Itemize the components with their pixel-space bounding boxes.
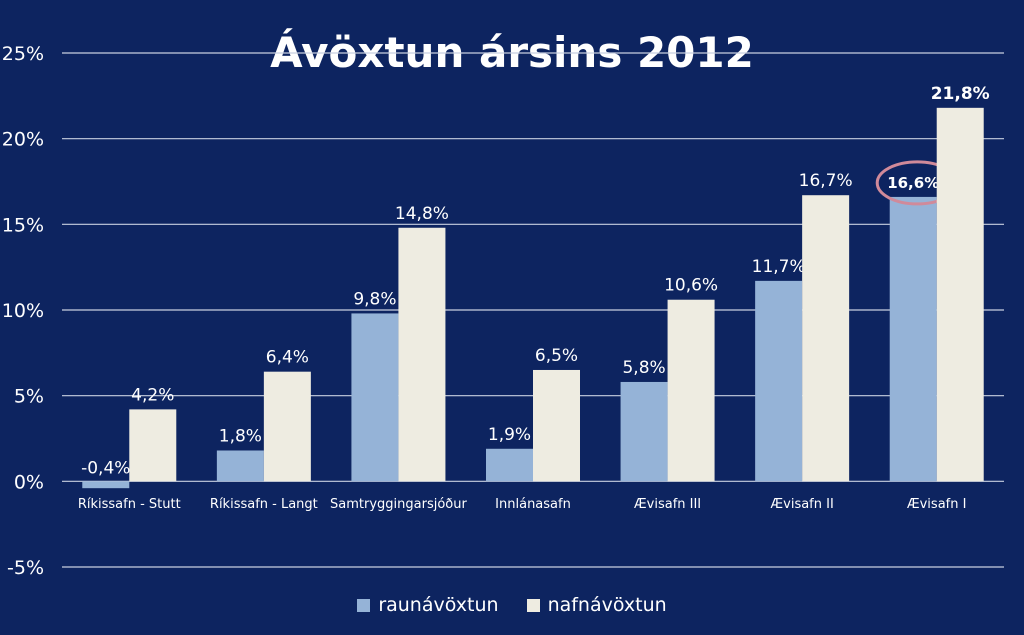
data-label: 1,9% xyxy=(488,425,531,445)
legend-label-nafnavoxtun: nafnávöxtun xyxy=(547,594,667,616)
bar xyxy=(82,481,130,489)
category-label: Ævisafn II xyxy=(770,497,833,512)
bar xyxy=(533,369,580,482)
bar xyxy=(216,450,264,482)
bar xyxy=(351,313,399,482)
data-label: 4,2% xyxy=(131,385,174,405)
bar xyxy=(620,381,668,482)
data-label: 16,7% xyxy=(799,171,853,191)
category-label: Ævisafn III xyxy=(634,497,701,512)
chart-legend: raunávöxtun nafnávöxtun xyxy=(0,594,1024,616)
data-label: 9,8% xyxy=(353,289,396,309)
bar xyxy=(486,448,533,482)
legend-item-raunavoxtun: raunávöxtun xyxy=(357,594,499,616)
y-tick-label: 0% xyxy=(14,471,44,493)
data-label: 21,8% xyxy=(931,84,990,104)
bar xyxy=(667,299,715,482)
legend-swatch-nafnavoxtun xyxy=(526,598,540,612)
data-label: 6,5% xyxy=(535,346,578,366)
category-label: Ríkissafn - Langt xyxy=(210,497,318,512)
bar xyxy=(802,195,850,482)
data-label: 16,6% xyxy=(887,174,939,192)
data-label: -0,4% xyxy=(81,458,130,478)
data-label: 1,8% xyxy=(219,426,262,446)
bar xyxy=(936,107,984,482)
data-label: 6,4% xyxy=(266,348,309,368)
y-tick-label: 5% xyxy=(14,386,44,408)
bar xyxy=(263,371,311,482)
legend-item-nafnavoxtun: nafnávöxtun xyxy=(526,594,667,616)
y-tick-label: 20% xyxy=(2,129,44,151)
category-label: Innlánasafn xyxy=(495,497,571,512)
y-tick-label: 10% xyxy=(2,300,44,322)
category-label: Samtryggingarsjóður xyxy=(330,497,467,512)
legend-label-raunavoxtun: raunávöxtun xyxy=(378,594,499,616)
data-label: 10,6% xyxy=(664,276,718,296)
y-tick-label: -5% xyxy=(7,557,44,579)
bar xyxy=(129,409,177,482)
data-label: 14,8% xyxy=(395,204,449,224)
data-label: 5,8% xyxy=(622,358,665,378)
y-tick-label: 15% xyxy=(2,214,44,236)
bar xyxy=(889,196,937,482)
bar xyxy=(398,227,446,482)
legend-swatch-raunavoxtun xyxy=(357,598,371,612)
data-label: 11,7% xyxy=(752,257,806,277)
bar xyxy=(755,280,803,482)
category-label: Ríkissafn - Stutt xyxy=(78,497,181,512)
y-tick-label: 25% xyxy=(2,43,44,65)
category-label: Ævisafn I xyxy=(907,497,967,512)
